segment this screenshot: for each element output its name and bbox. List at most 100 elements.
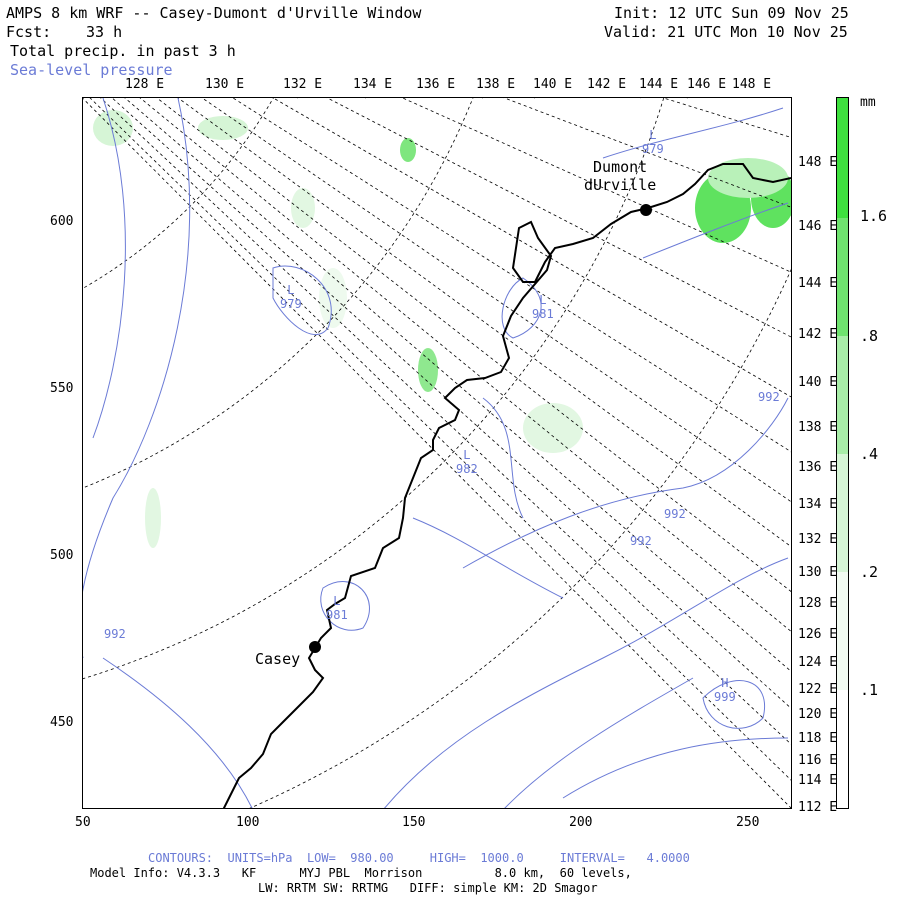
top-longitude-label: 142 E xyxy=(587,77,627,92)
top-longitude-label: 136 E xyxy=(416,77,456,92)
meridian-line xyxy=(272,98,791,398)
top-longitude-label: 138 E xyxy=(476,77,516,92)
colorbar-label: 1.6 xyxy=(860,207,888,225)
meridian-line xyxy=(139,98,791,632)
top-longitude-label: 128 E xyxy=(125,77,165,92)
contour-line xyxy=(642,202,789,259)
precip-patch xyxy=(93,110,133,146)
meridian-line xyxy=(156,98,791,592)
pressure-center-label: H 999 xyxy=(714,676,736,704)
right-longitude-label: 148 E xyxy=(798,155,838,170)
colorbar-segment xyxy=(837,98,848,218)
top-longitude-label: 132 E xyxy=(283,77,323,92)
right-longitude-label: 112 E xyxy=(798,800,838,815)
colorbar-label: .2 xyxy=(860,563,879,581)
x-axis-tick: 250 xyxy=(736,815,760,830)
station-label-dumont: Dumont dUrville xyxy=(584,158,657,194)
precip-patch xyxy=(523,403,583,453)
contour-line xyxy=(602,107,784,159)
colorbar-label: .1 xyxy=(860,681,879,699)
right-longitude-label: 118 E xyxy=(798,731,838,746)
contour-line xyxy=(102,657,253,808)
pressure-contours xyxy=(83,98,789,808)
overlay-label: Sea-level pressure xyxy=(10,61,173,79)
colorbar-label: .4 xyxy=(860,445,879,463)
meridian-line xyxy=(201,98,791,503)
precip-patch xyxy=(319,268,347,328)
right-longitude-label: 132 E xyxy=(798,532,838,547)
colorbar-unit: mm xyxy=(860,95,876,110)
contour-line xyxy=(562,737,789,799)
meridian-line xyxy=(232,98,791,453)
y-axis-tick: 500 xyxy=(50,548,74,563)
pressure-contour-label: 992 xyxy=(630,534,652,548)
map-frame xyxy=(82,97,792,809)
precip-patch xyxy=(291,188,315,228)
contour-line xyxy=(482,397,524,519)
contour-line xyxy=(462,397,789,569)
colorbar-label: .8 xyxy=(860,327,879,345)
top-longitude-label: 134 E xyxy=(353,77,393,92)
contour-line xyxy=(320,581,370,631)
right-longitude-label: 130 E xyxy=(798,565,838,580)
field-label: Total precip. in past 3 h xyxy=(10,42,236,60)
valid-time: Valid: 21 UTC Mon 10 Nov 25 xyxy=(604,23,848,41)
pressure-center-label: L 981 xyxy=(326,594,348,622)
contour-line xyxy=(504,677,694,808)
init-time: Init: 12 UTC Sun 09 Nov 25 xyxy=(614,4,849,22)
coastline xyxy=(222,163,791,808)
latlon-grid xyxy=(83,98,791,808)
y-axis-tick: 450 xyxy=(50,715,74,730)
x-axis-tick: 50 xyxy=(75,815,91,830)
right-longitude-label: 146 E xyxy=(798,219,838,234)
precip-patch xyxy=(145,488,161,548)
top-longitude-label: 140 E xyxy=(533,77,573,92)
pressure-contour-label: 992 xyxy=(758,390,780,404)
x-axis-tick: 200 xyxy=(569,815,593,830)
colorbar-segment xyxy=(837,690,848,808)
right-longitude-label: 124 E xyxy=(798,655,838,670)
precip-patch xyxy=(198,116,248,140)
colorbar xyxy=(836,97,849,809)
right-longitude-label: 114 E xyxy=(798,773,838,788)
right-longitude-label: 138 E xyxy=(798,420,838,435)
colorbar-segment xyxy=(837,218,848,336)
model-info: Model Info: V4.3.3 KF MYJ PBL Morrison 8… xyxy=(90,866,632,880)
contour-line xyxy=(702,680,765,729)
right-longitude-label: 144 E xyxy=(798,276,838,291)
pressure-center-label: L 981 xyxy=(532,293,554,321)
colorbar-segment xyxy=(837,454,848,572)
right-longitude-label: 126 E xyxy=(798,627,838,642)
pressure-contour-label: 992 xyxy=(104,627,126,641)
contour-line xyxy=(412,517,564,599)
forecast-label: Fcst: xyxy=(6,23,52,41)
right-longitude-label: 122 E xyxy=(798,682,838,697)
precip-shading xyxy=(93,110,791,548)
right-longitude-label: 140 E xyxy=(798,375,838,390)
pressure-center-label: L 982 xyxy=(456,448,478,476)
right-longitude-label: 128 E xyxy=(798,596,838,611)
map-title: AMPS 8 km WRF -- Casey-Dumont d'Urville … xyxy=(6,4,422,22)
precip-patch xyxy=(418,348,438,392)
contour-line xyxy=(272,265,332,335)
right-longitude-label: 134 E xyxy=(798,497,838,512)
x-axis-tick: 100 xyxy=(236,815,260,830)
colorbar-segment xyxy=(837,572,848,690)
meridian-line xyxy=(111,98,791,709)
contour-info: CONTOURS: UNITS=hPa LOW= 980.00 HIGH= 10… xyxy=(148,851,690,865)
y-axis-tick: 550 xyxy=(50,381,74,396)
forecast-hours: 33 h xyxy=(86,23,123,41)
right-longitude-label: 136 E xyxy=(798,460,838,475)
y-axis-tick: 600 xyxy=(50,214,74,229)
right-longitude-label: 142 E xyxy=(798,327,838,342)
casey-marker xyxy=(309,641,321,653)
meridian-line xyxy=(662,98,791,138)
top-longitude-label: 146 E xyxy=(687,77,727,92)
right-longitude-label: 116 E xyxy=(798,753,838,768)
meridian-line xyxy=(83,98,791,808)
station-label-casey: Casey xyxy=(255,650,301,668)
precip-patch xyxy=(400,138,416,162)
contour-line xyxy=(384,557,789,808)
contour-line xyxy=(83,98,191,658)
top-longitude-label: 144 E xyxy=(639,77,679,92)
